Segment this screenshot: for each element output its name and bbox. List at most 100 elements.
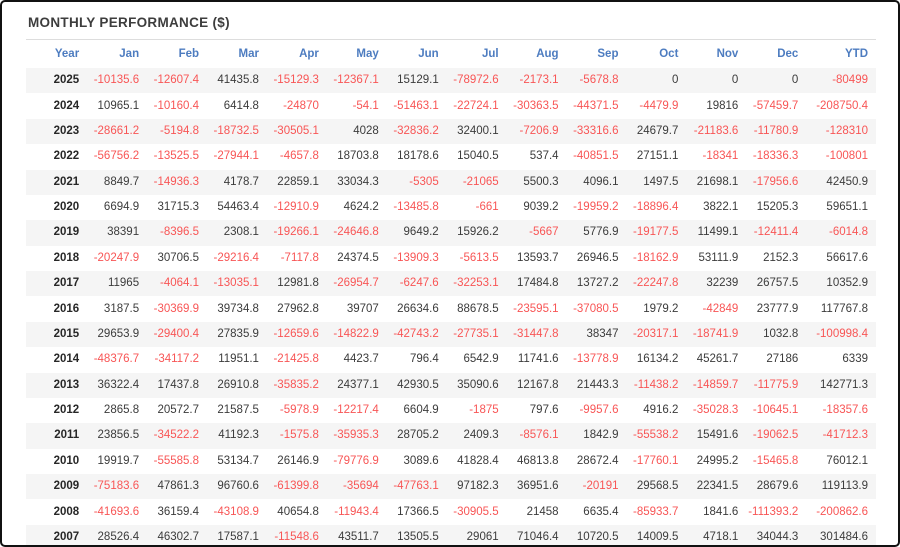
value-cell-2018-feb: 30706.5 (157, 251, 200, 264)
year-cell-2015: 2015 (53, 327, 80, 340)
value-cell-2008-sep: 6635.4 (583, 505, 619, 518)
value-cell-2022-apr: -4657.8 (279, 150, 319, 163)
value-cell-2014-jul: 6542.9 (463, 353, 499, 366)
value-cell-2014-nov: 45261.7 (696, 353, 739, 366)
value-cell-2021-may: 33034.3 (337, 175, 379, 188)
value-cell-2020-mar: 54463.4 (217, 201, 259, 214)
value-cell-2007-jan: 28526.4 (97, 530, 140, 543)
value-cell-2018-may: 24374.5 (337, 251, 379, 264)
value-cell-2012-jun: 6604.9 (403, 404, 439, 417)
value-cell-2007-jun: 13505.5 (397, 530, 439, 543)
value-cell-2013-jun: 42930.5 (397, 378, 439, 391)
value-cell-2008-dec: -111393.2 (748, 505, 799, 518)
title-divider (26, 39, 876, 40)
column-header-oct: Oct (659, 48, 679, 60)
value-cell-2020-sep: -19959.2 (573, 201, 619, 214)
value-cell-2024-may: -54.1 (352, 99, 379, 112)
value-cell-2018-sep: 26946.5 (576, 251, 619, 264)
value-cell-2025-oct: 0 (672, 74, 679, 87)
table-row-2024: 2024 10965.1 -10160.4 6414.8 -24870 -54.1 -514… (26, 93, 876, 118)
year-cell-2018: 2018 (53, 251, 80, 264)
value-cell-2018-aug: 13593.7 (516, 251, 559, 264)
value-cell-2016-may: 39707 (346, 302, 379, 315)
value-cell-2024-jul: -22724.1 (453, 99, 499, 112)
column-header-apr: Apr (299, 48, 319, 60)
value-cell-2023-may: 4028 (353, 124, 379, 137)
value-cell-2011-ytd: -41712.3 (822, 429, 868, 442)
value-cell-2007-oct: 14009.5 (636, 530, 679, 543)
value-cell-2009-jun: -47763.1 (393, 480, 439, 493)
value-cell-2024-apr: -24870 (283, 99, 319, 112)
value-cell-2017-nov: 32239 (706, 277, 739, 290)
table-header: Year Jan Feb Mar Apr May Jun Jul Aug Sep Oct Nov Dec… (26, 40, 876, 68)
value-cell-2021-nov: 21698.1 (696, 175, 739, 188)
value-cell-2024-nov: 19816 (706, 99, 739, 112)
value-cell-2012-mar: 21587.5 (217, 404, 259, 417)
value-cell-2016-aug: -23595.1 (513, 302, 559, 315)
value-cell-2011-mar: 41192.3 (218, 429, 259, 442)
value-cell-2007-ytd: 301484.6 (820, 530, 868, 543)
value-cell-2024-jun: -51463.1 (393, 99, 439, 112)
value-cell-2020-aug: 9039.2 (523, 201, 559, 214)
value-cell-2014-jan: -48376.7 (93, 353, 140, 366)
column-header-dec: Dec (777, 48, 799, 60)
table-row-2015: 2015 29653.9 -29400.4 27835.9 -12659.6 -14822… (26, 321, 876, 348)
value-cell-2009-oct: 29568.5 (636, 480, 679, 493)
table-row-2007: 2007 28526.4 46302.7 17587.1 -11548.6 43511.7… (26, 524, 876, 545)
value-cell-2025-nov: 0 (731, 74, 739, 87)
column-header-sep: Sep (597, 48, 619, 60)
value-cell-2012-jul: -1875 (469, 404, 499, 417)
value-cell-2019-aug: -5667 (529, 226, 559, 239)
value-cell-2019-jun: 9649.2 (403, 226, 439, 239)
value-cell-2022-may: 18703.8 (337, 150, 379, 163)
value-cell-2010-feb: -55585.8 (153, 454, 200, 467)
value-cell-2015-mar: 27835.9 (217, 327, 259, 340)
value-cell-2025-jun: 15129.1 (397, 74, 439, 87)
value-cell-2016-sep: -37080.5 (573, 302, 619, 315)
value-cell-2014-jun: 796.4 (409, 353, 439, 366)
value-cell-2009-may: -35694 (342, 480, 379, 493)
value-cell-2007-jul: 29061 (466, 530, 499, 543)
value-cell-2025-ytd: -80499 (832, 74, 868, 87)
year-cell-2016: 2016 (53, 302, 80, 315)
value-cell-2010-may: -79776.9 (333, 454, 379, 467)
value-cell-2014-ytd: 6339 (842, 353, 868, 366)
value-cell-2013-ytd: 142771.3 (820, 378, 868, 391)
table-row-2009: 2009 -75183.6 47861.3 96760.6 -61399.8 -35694… (26, 474, 876, 500)
value-cell-2013-dec: -11775.9 (753, 378, 799, 391)
value-cell-2015-may: -14822.9 (333, 327, 379, 340)
value-cell-2020-oct: -18896.4 (633, 201, 679, 214)
value-cell-2012-jan: 2865.8 (103, 404, 140, 417)
column-header-year: Year (54, 48, 80, 60)
value-cell-2017-ytd: 10352.9 (826, 277, 868, 290)
value-cell-2022-dec: -18336.3 (752, 150, 799, 163)
year-cell-2014: 2014 (53, 353, 80, 366)
value-cell-2019-may: -24646.8 (333, 226, 379, 239)
value-cell-2020-ytd: 59651.1 (826, 201, 868, 214)
value-cell-2025-feb: -12607.4 (153, 74, 200, 87)
value-cell-2017-jul: -32253.1 (453, 277, 499, 290)
value-cell-2018-dec: 2152.3 (763, 251, 799, 264)
value-cell-2023-jan: -28661.2 (93, 124, 140, 137)
value-cell-2010-jun: 3089.6 (403, 454, 439, 467)
year-cell-2009: 2009 (53, 480, 80, 493)
value-cell-2008-may: -11943.4 (334, 505, 379, 518)
value-cell-2011-nov: 15491.6 (696, 429, 739, 442)
value-cell-2016-nov: -42849 (702, 302, 739, 315)
value-cell-2021-jun: -5305 (409, 175, 439, 188)
value-cell-2011-feb: -34522.2 (153, 429, 200, 442)
value-cell-2008-feb: 36159.4 (157, 505, 200, 518)
value-cell-2015-apr: -12659.6 (273, 327, 319, 340)
value-cell-2025-apr: -15129.3 (273, 74, 319, 87)
monthly-performance-table: Year Jan Feb Mar Apr May Jun Jul Aug Sep Oct Nov Dec… (26, 40, 876, 545)
value-cell-2007-feb: 46302.7 (157, 530, 200, 543)
column-header-jun: Jun (418, 48, 439, 60)
value-cell-2011-jan: 23856.5 (97, 429, 140, 442)
value-cell-2012-sep: -9957.6 (579, 404, 619, 417)
value-cell-2019-oct: -19177.5 (633, 226, 679, 239)
value-cell-2019-apr: -19266.1 (273, 226, 319, 239)
value-cell-2022-jul: 15040.5 (457, 150, 499, 163)
value-cell-2014-aug: 11741.6 (517, 353, 559, 366)
value-cell-2012-nov: -35028.3 (692, 404, 739, 417)
